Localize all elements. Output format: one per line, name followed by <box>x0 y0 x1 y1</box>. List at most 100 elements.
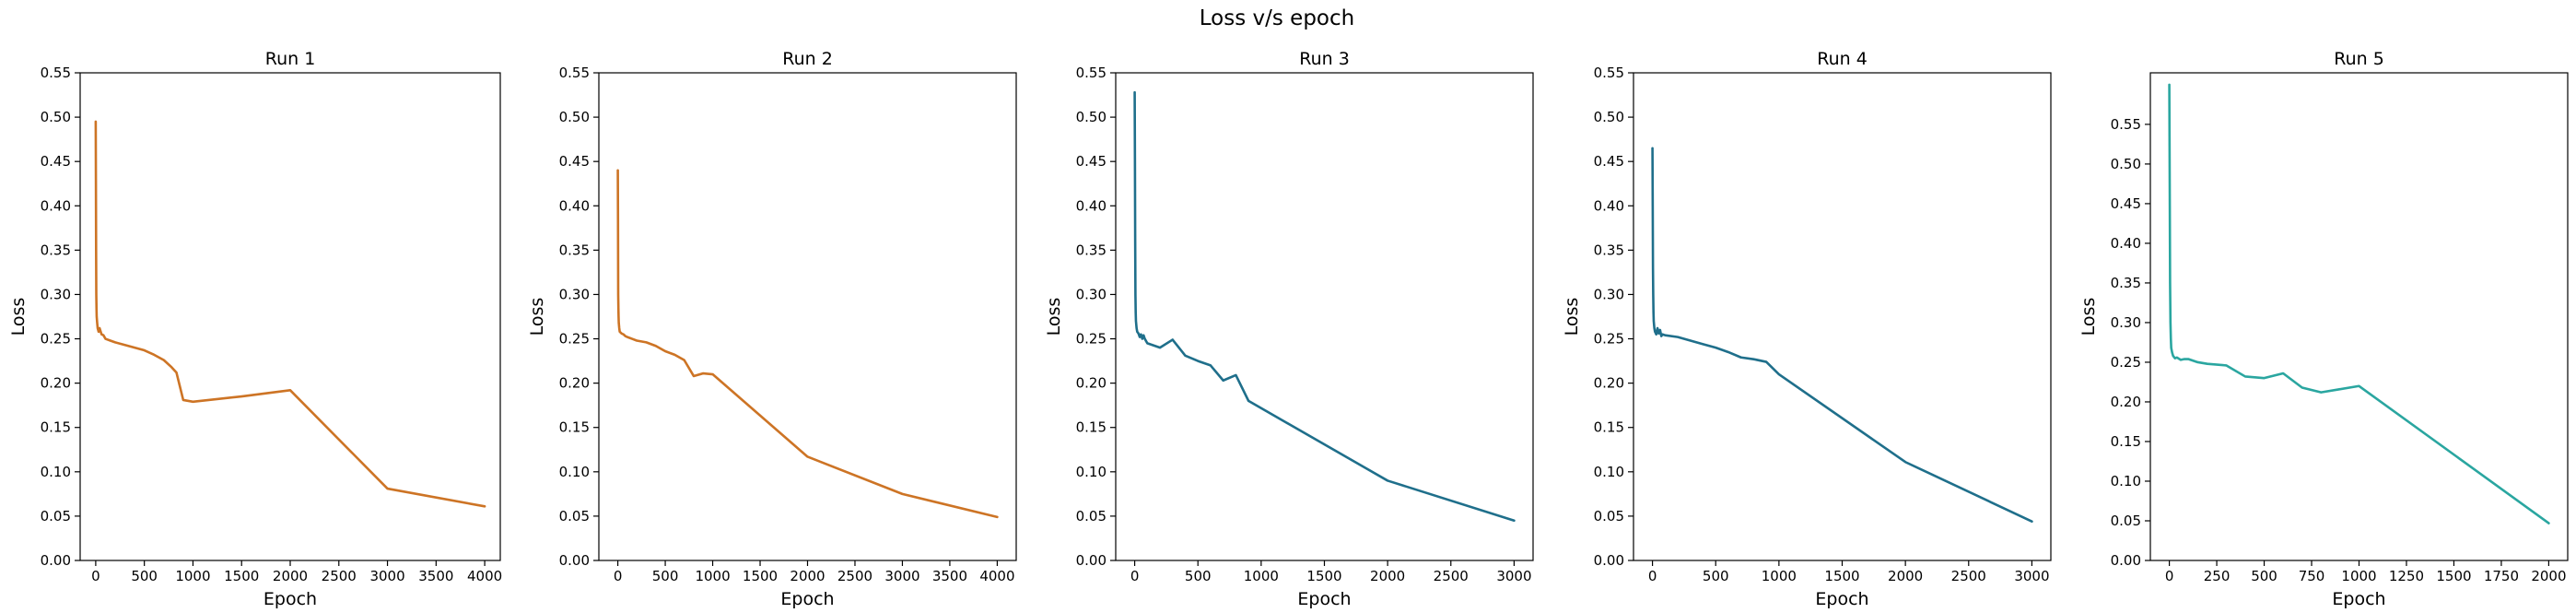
y-tick-label: 0.50 <box>1594 109 1624 125</box>
y-tick-label: 0.05 <box>2111 513 2141 529</box>
y-tick-label: 0.55 <box>41 65 71 81</box>
y-tick-label: 0.15 <box>41 419 71 436</box>
subplot-run-3: 0.00 0.05 0.10 0.15 0.20 0.25 0.30 0.35 0.40 0.45… <box>1044 49 1534 609</box>
loss-line-run-1 <box>94 120 486 508</box>
y-tick-label: 0.50 <box>2111 156 2141 172</box>
y-tick-label: 0.15 <box>2111 433 2141 450</box>
y-tick-label: 0.55 <box>1594 65 1624 81</box>
y-tick-label: 0.40 <box>559 197 590 214</box>
y-tick-label: 0.35 <box>2111 275 2141 291</box>
y-tick-label: 0.20 <box>1076 375 1107 392</box>
x-tick-label: 1000 <box>175 568 210 584</box>
y-tick-label: 0.05 <box>1594 508 1624 525</box>
x-tick-label: 2500 <box>1951 568 1986 584</box>
x-tick-label: 1500 <box>2436 568 2471 584</box>
y-tick-label: 0.35 <box>1076 242 1107 258</box>
y-tick-label: 0.00 <box>1076 552 1107 569</box>
x-tick-label: 2000 <box>2531 568 2566 584</box>
x-axis-label: Epoch <box>1815 589 1868 609</box>
subplot-run-1: 0.00 0.05 0.10 0.15 0.20 0.25 0.30 0.35 0.40 0.45… <box>8 49 502 609</box>
y-tick-label: 0.40 <box>1076 197 1107 214</box>
x-tick-label: 3500 <box>932 568 967 584</box>
y-tick-label: 0.40 <box>1594 197 1624 214</box>
y-tick-label: 0.25 <box>559 331 590 348</box>
x-axis-label: Epoch <box>2332 589 2385 609</box>
y-tick-label: 0.45 <box>41 153 71 170</box>
x-tick-label: 500 <box>1703 568 1729 584</box>
y-axis-label: Loss <box>1562 298 1582 336</box>
x-tick-label: 750 <box>2299 568 2325 584</box>
x-tick-label: 250 <box>2204 568 2231 584</box>
y-tick-label: 0.55 <box>2111 116 2141 133</box>
y-tick-label: 0.50 <box>559 109 590 125</box>
axes-frame <box>1115 72 1534 561</box>
x-tick-label: 2500 <box>1434 568 1469 584</box>
x-tick-label: 1500 <box>224 568 259 584</box>
y-tick-label: 0.15 <box>1076 419 1107 436</box>
y-tick-label: 0.10 <box>559 464 590 480</box>
x-tick-label: 1500 <box>743 568 778 584</box>
x-tick-label: 1250 <box>2389 568 2424 584</box>
y-tick-label: 0.45 <box>1076 153 1107 170</box>
y-tick-label: 0.45 <box>2111 195 2141 212</box>
y-tick-label: 0.15 <box>1594 419 1624 436</box>
subplot-run-2: 0.00 0.05 0.10 0.15 0.20 0.25 0.30 0.35 0.40 0.45… <box>527 49 1017 609</box>
axes-frame <box>79 72 501 561</box>
y-tick-label: 0.45 <box>1594 153 1624 170</box>
y-tick-label: 0.55 <box>559 65 590 81</box>
y-tick-label: 0.25 <box>1076 331 1107 348</box>
x-tick-label: 0 <box>1130 568 1140 584</box>
x-tick-label: 0 <box>614 568 623 584</box>
y-tick-label: 0.30 <box>2111 314 2141 331</box>
y-tick-label: 0.00 <box>1594 552 1624 569</box>
y-tick-label: 0.00 <box>41 552 71 569</box>
x-tick-label: 500 <box>131 568 158 584</box>
x-tick-label: 1000 <box>1762 568 1797 584</box>
x-tick-label: 0 <box>91 568 100 584</box>
y-tick-label: 0.05 <box>41 508 71 525</box>
subplot-title: Run 5 <box>2334 49 2384 69</box>
axes-frame <box>1633 72 2052 561</box>
subplot-title: Run 3 <box>1299 49 1350 69</box>
loss-line-run-4 <box>1651 147 2033 523</box>
x-tick-label: 4000 <box>467 568 502 584</box>
y-tick-label: 0.20 <box>2111 394 2141 410</box>
y-tick-label: 0.20 <box>41 375 71 392</box>
y-tick-label: 0.25 <box>1594 331 1624 348</box>
x-tick-label: 500 <box>2251 568 2277 584</box>
y-axis-label: Loss <box>527 298 547 336</box>
subplot-title: Run 1 <box>265 49 316 69</box>
x-tick-label: 4000 <box>979 568 1014 584</box>
y-axis-label: Loss <box>2078 298 2099 336</box>
x-tick-label: 1000 <box>2341 568 2376 584</box>
y-tick-label: 0.50 <box>1076 109 1107 125</box>
y-axis-label: Loss <box>8 298 29 336</box>
axes-frame <box>598 72 1017 561</box>
x-tick-label: 3000 <box>1496 568 1531 584</box>
x-tick-label: 0 <box>2165 568 2174 584</box>
subplot-title: Run 2 <box>782 49 833 69</box>
y-tick-label: 0.25 <box>41 331 71 348</box>
x-tick-label: 1500 <box>1824 568 1859 584</box>
y-tick-label: 0.10 <box>1076 464 1107 480</box>
x-tick-label: 500 <box>652 568 679 584</box>
y-tick-label: 0.40 <box>2111 235 2141 252</box>
y-tick-label: 0.00 <box>559 552 590 569</box>
y-tick-label: 0.10 <box>1594 464 1624 480</box>
x-tick-label: 3500 <box>418 568 453 584</box>
y-tick-label: 0.35 <box>1594 242 1624 258</box>
x-axis-label: Epoch <box>780 589 834 609</box>
y-tick-label: 0.05 <box>559 508 590 525</box>
y-tick-label: 0.25 <box>2111 354 2141 371</box>
y-tick-label: 0.05 <box>1076 508 1107 525</box>
y-tick-label: 0.10 <box>2111 473 2141 489</box>
y-tick-label: 0.30 <box>41 286 71 302</box>
y-tick-label: 0.30 <box>559 286 590 302</box>
loss-line-run-5 <box>2168 83 2550 525</box>
y-tick-label: 0.10 <box>41 464 71 480</box>
y-tick-label: 0.30 <box>1076 286 1107 302</box>
x-axis-label: Epoch <box>263 589 317 609</box>
figure-title: Loss v/s epoch <box>1200 6 1354 30</box>
